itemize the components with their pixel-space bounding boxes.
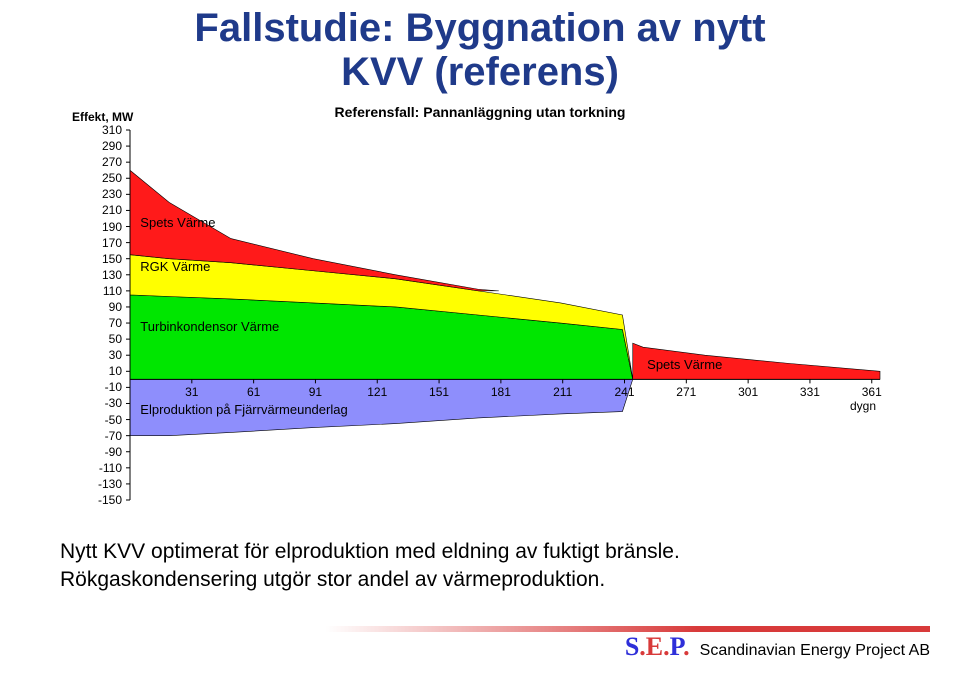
x-tick: 211 xyxy=(553,385,572,399)
x-tick: 61 xyxy=(247,385,260,399)
y-tick: 170 xyxy=(60,236,122,250)
y-tick: -130 xyxy=(60,477,122,491)
y-tick: 10 xyxy=(60,364,122,378)
y-tick: 70 xyxy=(60,316,122,330)
slide-title: Fallstudie: Byggnation av nytt KVV (refe… xyxy=(0,6,960,94)
y-tick: 130 xyxy=(60,268,122,282)
y-tick: 270 xyxy=(60,155,122,169)
y-tick: 110 xyxy=(60,284,122,298)
x-tick: 121 xyxy=(367,385,387,399)
chart-container: Effekt, MW Referensfall: Pannanläggning … xyxy=(60,120,900,520)
x-tick: 301 xyxy=(738,385,758,399)
y-tick: 150 xyxy=(60,252,122,266)
y-tick: 210 xyxy=(60,203,122,217)
y-tick: 290 xyxy=(60,139,122,153)
y-tick: -10 xyxy=(60,380,122,394)
logo: S.E.P. xyxy=(625,632,690,662)
footer: S.E.P. Scandinavian Energy Project AB xyxy=(625,632,930,662)
y-tick: -150 xyxy=(60,493,122,507)
y-tick: -50 xyxy=(60,413,122,427)
y-tick: 50 xyxy=(60,332,122,346)
caption-text: Nytt KVV optimerat för elproduktion med … xyxy=(60,538,900,595)
x-tick: 331 xyxy=(800,385,820,399)
y-tick: 250 xyxy=(60,171,122,185)
series-label: Spets Värme xyxy=(647,357,722,372)
x-tick: 91 xyxy=(309,385,322,399)
caption-line-2: Rökgaskondensering utgör stor andel av v… xyxy=(60,568,605,591)
y-tick: -30 xyxy=(60,396,122,410)
series-label: Spets Värme xyxy=(140,215,215,230)
y-axis-label: Effekt, MW xyxy=(72,110,133,124)
y-tick: 90 xyxy=(60,300,122,314)
y-tick: 30 xyxy=(60,348,122,362)
caption-line-1: Nytt KVV optimerat för elproduktion med … xyxy=(60,540,680,563)
y-tick: -110 xyxy=(60,461,122,475)
x-tick: 271 xyxy=(676,385,696,399)
series-label: RGK Värme xyxy=(140,259,210,274)
y-tick: 310 xyxy=(60,123,122,137)
x-tick: 361 xyxy=(862,385,882,399)
y-tick: -90 xyxy=(60,445,122,459)
title-line-2: KVV (referens) xyxy=(0,50,960,94)
company-name: Scandinavian Energy Project AB xyxy=(700,642,930,660)
x-tick: 151 xyxy=(429,385,449,399)
x-tick: 241 xyxy=(614,385,634,399)
title-line-1: Fallstudie: Byggnation av nytt xyxy=(0,6,960,50)
x-tick: 31 xyxy=(185,385,198,399)
x-tick: 181 xyxy=(491,385,511,399)
series-label: Elproduktion på Fjärrvärmeunderlag xyxy=(140,402,347,417)
x-axis-label: dygn xyxy=(850,399,876,413)
y-tick: 230 xyxy=(60,187,122,201)
chart-title: Referensfall: Pannanläggning utan torkni… xyxy=(335,104,626,120)
y-tick: 190 xyxy=(60,220,122,234)
series-label: Turbinkondensor Värme xyxy=(140,319,279,334)
y-tick: -70 xyxy=(60,429,122,443)
